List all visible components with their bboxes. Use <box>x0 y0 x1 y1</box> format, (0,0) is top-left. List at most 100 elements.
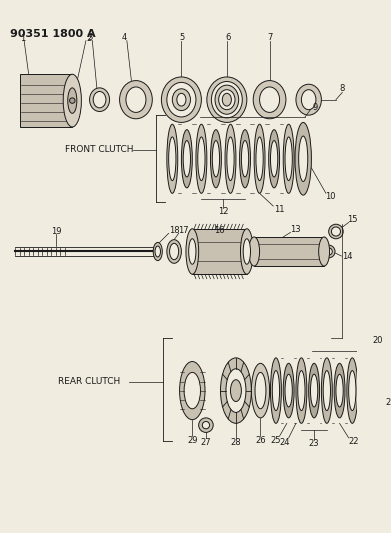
Circle shape <box>199 418 213 432</box>
Ellipse shape <box>271 141 278 177</box>
Text: 4: 4 <box>122 34 127 42</box>
Ellipse shape <box>319 237 330 266</box>
Text: 19: 19 <box>51 227 61 236</box>
Text: 25: 25 <box>271 436 281 445</box>
Ellipse shape <box>170 244 179 260</box>
Text: 1: 1 <box>20 34 25 43</box>
Ellipse shape <box>347 358 358 423</box>
Text: 90351 1800 A: 90351 1800 A <box>11 29 96 39</box>
Ellipse shape <box>249 237 260 266</box>
Ellipse shape <box>296 358 307 423</box>
Ellipse shape <box>172 89 190 110</box>
Ellipse shape <box>308 364 319 418</box>
Ellipse shape <box>63 74 81 127</box>
Text: 11: 11 <box>274 205 285 214</box>
Ellipse shape <box>212 82 242 118</box>
Ellipse shape <box>161 77 201 123</box>
Text: 5: 5 <box>180 34 185 42</box>
Text: 21: 21 <box>385 398 391 407</box>
Ellipse shape <box>240 229 253 274</box>
Text: 2: 2 <box>86 34 91 43</box>
Ellipse shape <box>186 229 199 274</box>
Text: 3: 3 <box>88 34 93 42</box>
Text: 15: 15 <box>347 215 357 224</box>
Ellipse shape <box>285 137 292 181</box>
Ellipse shape <box>269 130 280 188</box>
Ellipse shape <box>254 124 265 193</box>
Ellipse shape <box>243 239 251 264</box>
Text: 18: 18 <box>169 226 179 235</box>
Bar <box>192 229 247 274</box>
Text: 7: 7 <box>268 34 273 42</box>
Ellipse shape <box>207 77 247 123</box>
Ellipse shape <box>90 88 109 111</box>
Ellipse shape <box>251 364 269 418</box>
Text: 27: 27 <box>201 438 211 447</box>
Circle shape <box>322 245 335 258</box>
Ellipse shape <box>93 92 106 108</box>
Ellipse shape <box>181 130 192 188</box>
Ellipse shape <box>219 90 235 110</box>
Ellipse shape <box>179 361 205 419</box>
Ellipse shape <box>155 246 160 257</box>
Ellipse shape <box>189 239 196 264</box>
Text: 22: 22 <box>349 437 359 446</box>
Ellipse shape <box>256 137 263 181</box>
Text: 14: 14 <box>342 252 352 261</box>
Text: 20: 20 <box>373 336 383 345</box>
Ellipse shape <box>272 370 280 410</box>
Text: 16: 16 <box>214 226 225 235</box>
Ellipse shape <box>260 87 280 112</box>
Ellipse shape <box>301 90 316 110</box>
Ellipse shape <box>296 84 321 115</box>
Ellipse shape <box>210 130 221 188</box>
Text: 28: 28 <box>231 438 241 447</box>
Ellipse shape <box>225 124 236 193</box>
Ellipse shape <box>321 358 332 423</box>
Ellipse shape <box>283 364 294 418</box>
Ellipse shape <box>227 137 234 181</box>
Circle shape <box>70 98 75 103</box>
Circle shape <box>332 227 341 236</box>
Circle shape <box>202 422 210 429</box>
Ellipse shape <box>241 141 249 177</box>
Bar <box>20 74 72 127</box>
Ellipse shape <box>177 93 186 106</box>
Text: 24: 24 <box>280 438 290 447</box>
Ellipse shape <box>212 141 220 177</box>
Ellipse shape <box>215 85 239 114</box>
Ellipse shape <box>285 374 292 407</box>
Ellipse shape <box>253 80 286 119</box>
Ellipse shape <box>198 137 205 181</box>
Ellipse shape <box>299 136 308 182</box>
Ellipse shape <box>169 137 176 181</box>
Ellipse shape <box>240 130 251 188</box>
Text: FRONT CLUTCH: FRONT CLUTCH <box>65 145 133 154</box>
Ellipse shape <box>226 369 246 413</box>
Text: 8: 8 <box>340 84 345 93</box>
Ellipse shape <box>271 358 282 423</box>
Text: 26: 26 <box>255 436 266 445</box>
Ellipse shape <box>336 374 343 407</box>
Ellipse shape <box>183 141 190 177</box>
Text: 13: 13 <box>290 225 300 234</box>
Ellipse shape <box>310 374 318 407</box>
Ellipse shape <box>184 373 201 409</box>
Ellipse shape <box>255 373 266 409</box>
Ellipse shape <box>334 364 345 418</box>
Ellipse shape <box>196 124 207 193</box>
Ellipse shape <box>120 80 152 119</box>
Ellipse shape <box>167 240 181 263</box>
Ellipse shape <box>323 370 330 410</box>
Ellipse shape <box>153 243 162 261</box>
Ellipse shape <box>298 370 305 410</box>
Text: REAR CLUTCH: REAR CLUTCH <box>58 377 120 386</box>
Text: 23: 23 <box>309 439 319 448</box>
Ellipse shape <box>295 123 311 195</box>
Ellipse shape <box>167 124 178 193</box>
Ellipse shape <box>68 88 77 114</box>
Ellipse shape <box>349 370 356 410</box>
Text: 12: 12 <box>218 207 228 216</box>
Text: 17: 17 <box>178 226 188 235</box>
Text: 6: 6 <box>225 34 230 42</box>
